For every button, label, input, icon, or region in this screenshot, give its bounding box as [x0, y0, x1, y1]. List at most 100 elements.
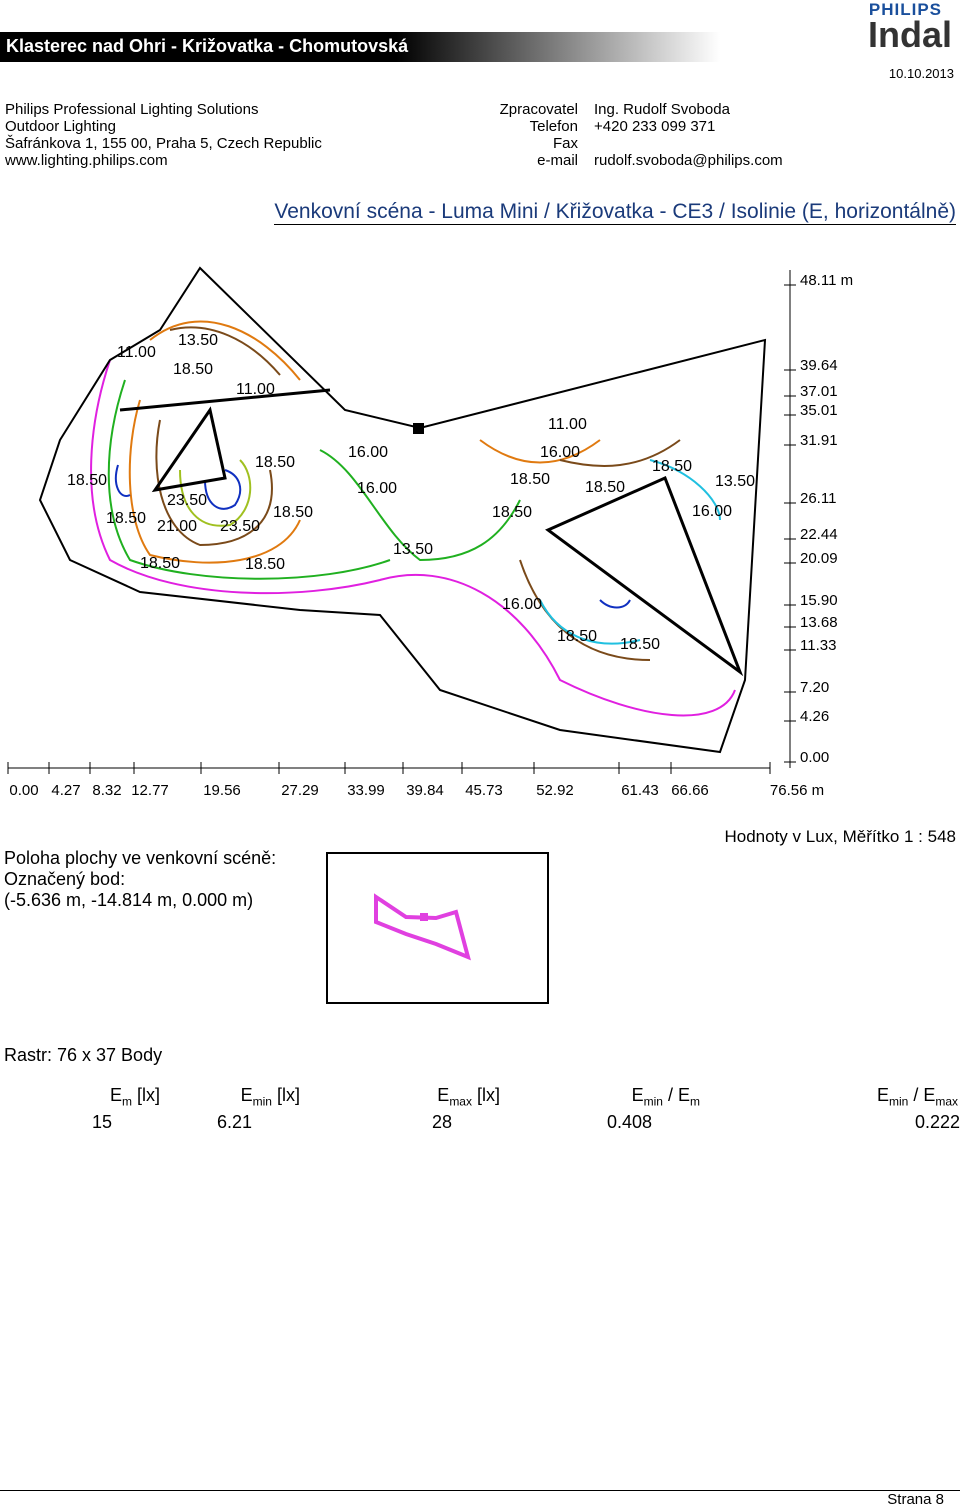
- symbol: E: [437, 1085, 450, 1105]
- y-tick-label: 4.26: [800, 708, 829, 725]
- stat-value: 28: [431, 1112, 452, 1132]
- company-line: Philips Professional Lighting Solutions: [5, 101, 259, 118]
- contours: [90, 320, 736, 717]
- contour-label: 18.50: [173, 361, 213, 378]
- stat-value: 0.408: [606, 1112, 652, 1132]
- y-tick-label: 13.68: [800, 614, 838, 631]
- symbol: E: [109, 1085, 122, 1105]
- contour-label: 23.50: [167, 492, 207, 509]
- stat-value: 0.222: [914, 1112, 960, 1132]
- y-tick-label: 31.91: [800, 432, 838, 449]
- unit: [lx]: [471, 1085, 500, 1105]
- subscript: m: [121, 1094, 132, 1109]
- x-tick-label: 4.27: [51, 782, 80, 799]
- contour-label: 16.00: [692, 503, 732, 520]
- contour-label: 18.50: [585, 479, 625, 496]
- contour-label: 11.00: [236, 381, 275, 398]
- logo: Indal: [867, 14, 952, 55]
- contact-value: Ing. Rudolf Svoboda: [594, 101, 730, 118]
- title-bar: Klasterec nad Ohri - Križovatka - Chomut…: [0, 32, 720, 62]
- y-tick-label: 7.20: [800, 679, 829, 696]
- contour-label: 18.50: [492, 504, 532, 521]
- subscript: min: [643, 1094, 663, 1109]
- location-line: (-5.636 m, -14.814 m, 0.000 m): [4, 890, 254, 910]
- stat-header: Emin / Emax: [877, 1085, 958, 1109]
- contour-label: 21.00: [157, 518, 197, 535]
- contact-value: rudolf.svoboda@philips.com: [594, 152, 783, 169]
- contour-label: 18.50: [255, 454, 295, 471]
- y-tick-label: 48.11 m: [800, 272, 853, 289]
- x-tick-label: 12.77: [131, 782, 169, 799]
- contour-label: 16.00: [348, 444, 388, 461]
- contact-label: Zpracovatel: [499, 101, 578, 118]
- location-line: Poloha plochy ve venkovní scéně:: [4, 848, 277, 868]
- x-tick-label: 39.84: [406, 782, 444, 799]
- brand: PHILIPS: [868, 0, 942, 19]
- x-tick-label: 66.66: [671, 782, 709, 799]
- contour-label: 13.50: [178, 332, 218, 349]
- date: 10.10.2013: [888, 66, 954, 81]
- unit: [lx]: [131, 1085, 160, 1105]
- unit: / E: [908, 1085, 936, 1105]
- y-tick-label: 35.01: [800, 402, 838, 419]
- subscript: m: [690, 1094, 700, 1109]
- isoline-diagram: 0.00 4.27 8.32 12.77 19.56 27.29 33.99 39.84 45.…: [7, 266, 853, 799]
- subscript: min: [888, 1094, 909, 1109]
- x-tick-label: 27.29: [281, 782, 319, 799]
- contour-label: 13.50: [393, 541, 433, 558]
- doc-title: Klasterec nad Ohri - Križovatka - Chomut…: [6, 36, 409, 56]
- contour-label: 11.00: [117, 344, 156, 361]
- scale-note: Hodnoty v Lux, Měřítko 1 : 548: [724, 827, 956, 846]
- unit: / E: [662, 1085, 690, 1105]
- y-tick-label: 39.64: [800, 357, 838, 374]
- stat-header: Emin / Em: [632, 1085, 700, 1109]
- axes: [8, 270, 791, 769]
- x-tick-label: 76.56 m: [770, 782, 824, 799]
- location-line: Označený bod:: [4, 869, 126, 889]
- symbol: E: [631, 1085, 644, 1105]
- contour-label: 18.50: [510, 471, 550, 488]
- x-tick-label: 19.56: [203, 782, 241, 799]
- contact-label: e-mail: [537, 152, 578, 169]
- marked-point: [413, 423, 424, 434]
- x-tick-label: 52.92: [536, 782, 574, 799]
- y-tick-label: 20.09: [800, 550, 838, 567]
- location-info: Poloha plochy ve venkovní scéně: Označený…: [4, 848, 276, 911]
- company-line: Outdoor Lighting: [5, 118, 116, 135]
- subscript: max: [449, 1094, 472, 1109]
- company-line: Šafránkova 1, 155 00, Praha 5, Czech Rep…: [5, 135, 322, 152]
- contour-label: 16.00: [357, 480, 397, 497]
- contact-label: Telefon: [529, 118, 578, 135]
- page-number: Strana 8: [887, 1491, 944, 1508]
- symbol: E: [240, 1085, 253, 1105]
- contact-value: +420 233 099 371: [594, 118, 716, 135]
- company-info: Philips Professional Lighting Solutions O…: [5, 101, 322, 169]
- x-tick-label: 8.32: [92, 782, 121, 799]
- contour-label: 11.00: [548, 416, 587, 433]
- y-tick-label: 11.33: [800, 637, 836, 654]
- x-tick-label: 33.99: [347, 782, 385, 799]
- y-tick-label: 26.11: [800, 490, 836, 507]
- outline: [38, 266, 767, 754]
- contour-label: 18.50: [620, 636, 660, 653]
- y-tick-label: 15.90: [800, 592, 838, 609]
- contour-label: 16.00: [502, 596, 542, 613]
- contact-label: Fax: [552, 135, 578, 152]
- contour-label: 18.50: [67, 472, 107, 489]
- footer-rule: [0, 1490, 960, 1491]
- location-map: [326, 852, 549, 1004]
- contour-label: 18.50: [557, 628, 597, 645]
- contour-label: 16.00: [540, 444, 580, 461]
- contour-label: 18.50: [245, 556, 285, 573]
- contour-label: 18.50: [273, 504, 313, 521]
- y-tick-label: 22.44: [800, 526, 838, 543]
- subscript: min: [252, 1094, 272, 1109]
- y-tick-label: 0.00: [800, 749, 829, 766]
- x-tick-label: 0.00: [9, 782, 38, 799]
- contour-label: 18.50: [140, 555, 180, 572]
- contour-label: 18.50: [106, 510, 146, 527]
- unit: [lx]: [271, 1085, 300, 1105]
- raster: Rastr: 76 x 37 Body: [4, 1045, 163, 1065]
- stat-header: Emax [lx]: [437, 1085, 500, 1109]
